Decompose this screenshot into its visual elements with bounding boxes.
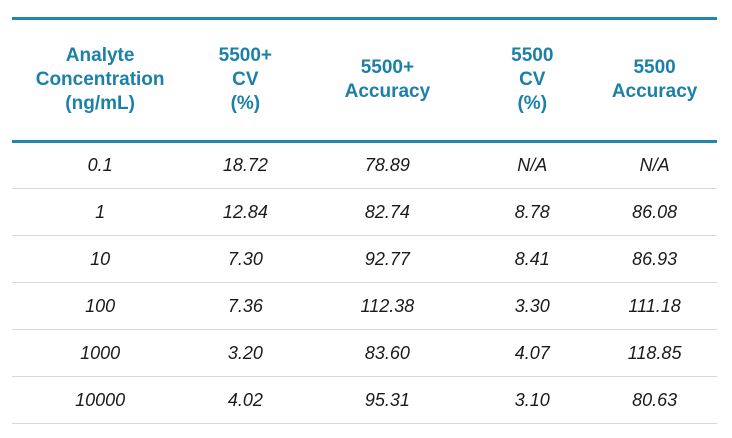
table-row: 1000 3.20 83.60 4.07 118.85 <box>12 329 717 377</box>
cell-concentration: 100 <box>12 282 189 330</box>
cell-concentration: 0.1 <box>12 141 189 189</box>
cell-5500-cv: N/A <box>472 141 593 189</box>
table-row: 100 7.36 112.38 3.30 111.18 <box>12 282 717 330</box>
cell-5500plus-accuracy: 78.89 <box>302 141 473 189</box>
header-row: Analyte Concentration (ng/mL) 5500+ CV (… <box>12 17 717 143</box>
table-header: Analyte Concentration (ng/mL) 5500+ CV (… <box>12 17 717 143</box>
cell-5500plus-cv: 3.20 <box>188 329 303 377</box>
table-row: 10 7.30 92.77 8.41 86.93 <box>12 235 717 283</box>
cell-5500-accuracy: 86.93 <box>592 235 717 283</box>
table-row: 10000 4.02 95.31 3.10 80.63 <box>12 376 717 424</box>
cell-5500plus-cv: 18.72 <box>188 141 303 189</box>
table-row: 1 12.84 82.74 8.78 86.08 <box>12 188 717 236</box>
cell-5500plus-accuracy: 95.31 <box>302 376 473 424</box>
header-5500-cv: 5500 CV (%) <box>472 17 593 143</box>
table-body: 0.1 18.72 78.89 N/A N/A 1 12.84 82.74 8.… <box>12 141 717 424</box>
cell-5500-cv: 8.78 <box>472 188 593 236</box>
cell-5500-accuracy: 111.18 <box>592 282 717 330</box>
results-table-container: Analyte Concentration (ng/mL) 5500+ CV (… <box>12 17 717 424</box>
cell-5500-cv: 3.30 <box>472 282 593 330</box>
cell-5500-accuracy: 86.08 <box>592 188 717 236</box>
cell-concentration: 1 <box>12 188 189 236</box>
analyte-results-table: Analyte Concentration (ng/mL) 5500+ CV (… <box>12 17 717 424</box>
header-5500plus-cv: 5500+ CV (%) <box>188 17 303 143</box>
cell-5500plus-accuracy: 92.77 <box>302 235 473 283</box>
header-5500-accuracy: 5500 Accuracy <box>592 17 717 143</box>
cell-concentration: 10000 <box>12 376 189 424</box>
header-analyte-concentration: Analyte Concentration (ng/mL) <box>12 17 189 143</box>
cell-concentration: 1000 <box>12 329 189 377</box>
cell-5500plus-cv: 12.84 <box>188 188 303 236</box>
header-5500plus-accuracy: 5500+ Accuracy <box>302 17 473 143</box>
cell-5500-cv: 8.41 <box>472 235 593 283</box>
cell-5500plus-accuracy: 82.74 <box>302 188 473 236</box>
cell-5500plus-cv: 4.02 <box>188 376 303 424</box>
cell-concentration: 10 <box>12 235 189 283</box>
cell-5500-accuracy: 80.63 <box>592 376 717 424</box>
cell-5500-cv: 4.07 <box>472 329 593 377</box>
table-row: 0.1 18.72 78.89 N/A N/A <box>12 141 717 189</box>
cell-5500plus-accuracy: 112.38 <box>302 282 473 330</box>
cell-5500plus-cv: 7.36 <box>188 282 303 330</box>
cell-5500plus-cv: 7.30 <box>188 235 303 283</box>
cell-5500-accuracy: 118.85 <box>592 329 717 377</box>
cell-5500plus-accuracy: 83.60 <box>302 329 473 377</box>
cell-5500-accuracy: N/A <box>592 141 717 189</box>
cell-5500-cv: 3.10 <box>472 376 593 424</box>
